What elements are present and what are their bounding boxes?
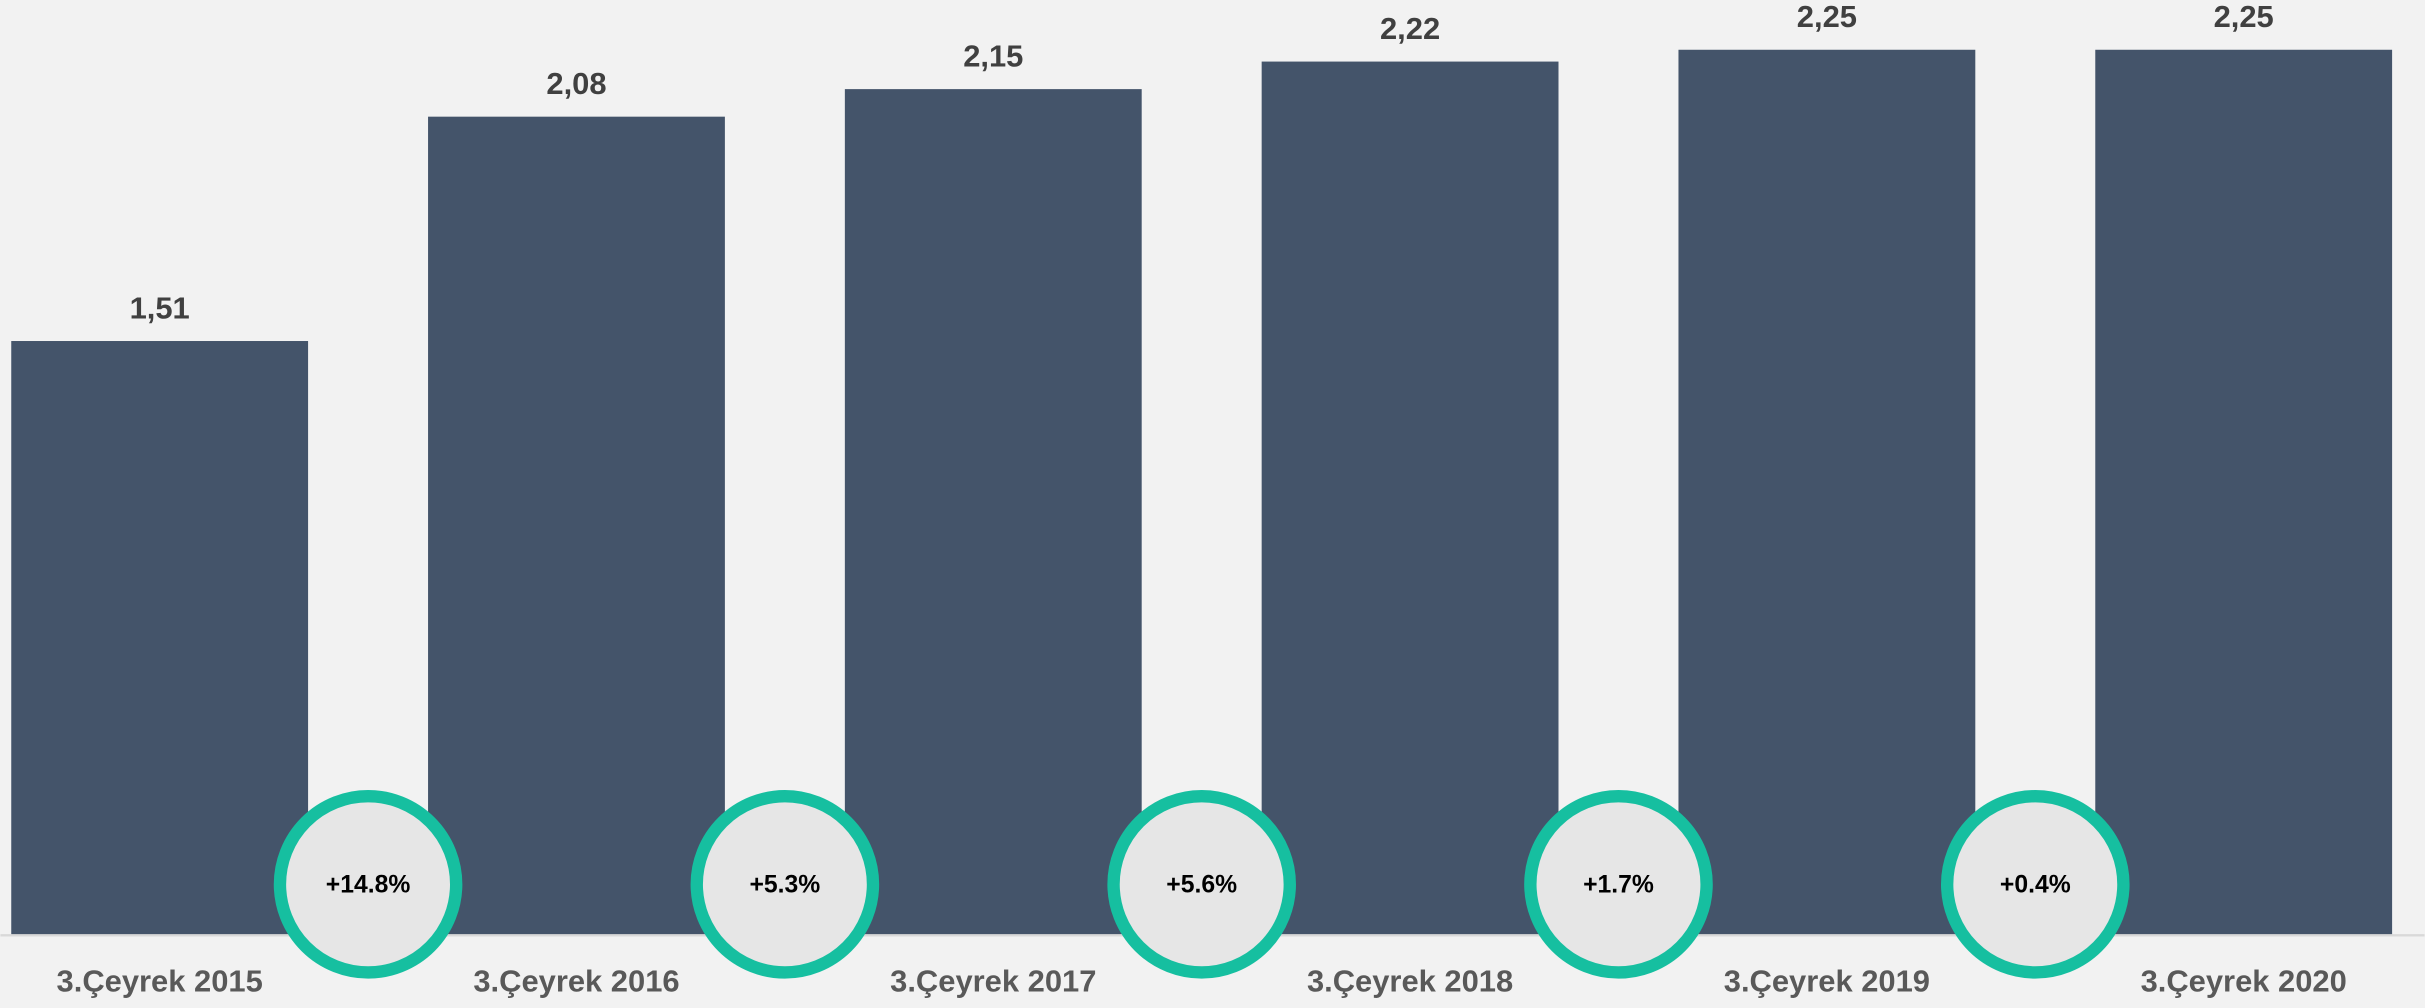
x-tick-label: 3.Çeyrek 2015 xyxy=(57,963,263,998)
x-tick-label: 3.Çeyrek 2020 xyxy=(2141,963,2347,998)
bar xyxy=(1261,61,1559,936)
value-label: 2,22 xyxy=(1380,11,1440,46)
bar xyxy=(428,116,725,936)
growth-label: +0.4% xyxy=(2000,871,2071,898)
growth-badge xyxy=(1107,790,1296,979)
value-label: 1,51 xyxy=(130,290,190,325)
growth-badge xyxy=(1940,790,2130,979)
x-tick-label: 3.Çeyrek 2017 xyxy=(890,963,1096,998)
value-label: 2,15 xyxy=(963,38,1023,73)
growth-label: +5.3% xyxy=(749,871,820,898)
growth-badge xyxy=(1524,790,1713,979)
bar xyxy=(844,89,1142,936)
x-tick-label: 3.Çeyrek 2016 xyxy=(473,963,679,998)
bar xyxy=(2095,49,2393,936)
bar xyxy=(1678,49,1976,936)
growth-badge xyxy=(690,790,880,979)
growth-label: +14.8% xyxy=(326,871,411,898)
growth-badge xyxy=(273,790,463,979)
value-label: 2,08 xyxy=(546,66,606,101)
x-tick-label: 3.Çeyrek 2019 xyxy=(1724,963,1930,998)
bar xyxy=(11,341,309,936)
x-tick-label: 3.Çeyrek 2018 xyxy=(1307,963,1513,998)
value-label: 2,25 xyxy=(1797,0,1857,34)
growth-label: +5.6% xyxy=(1166,871,1237,898)
growth-label: +1.7% xyxy=(1583,871,1654,898)
value-label: 2,25 xyxy=(2214,0,2274,34)
